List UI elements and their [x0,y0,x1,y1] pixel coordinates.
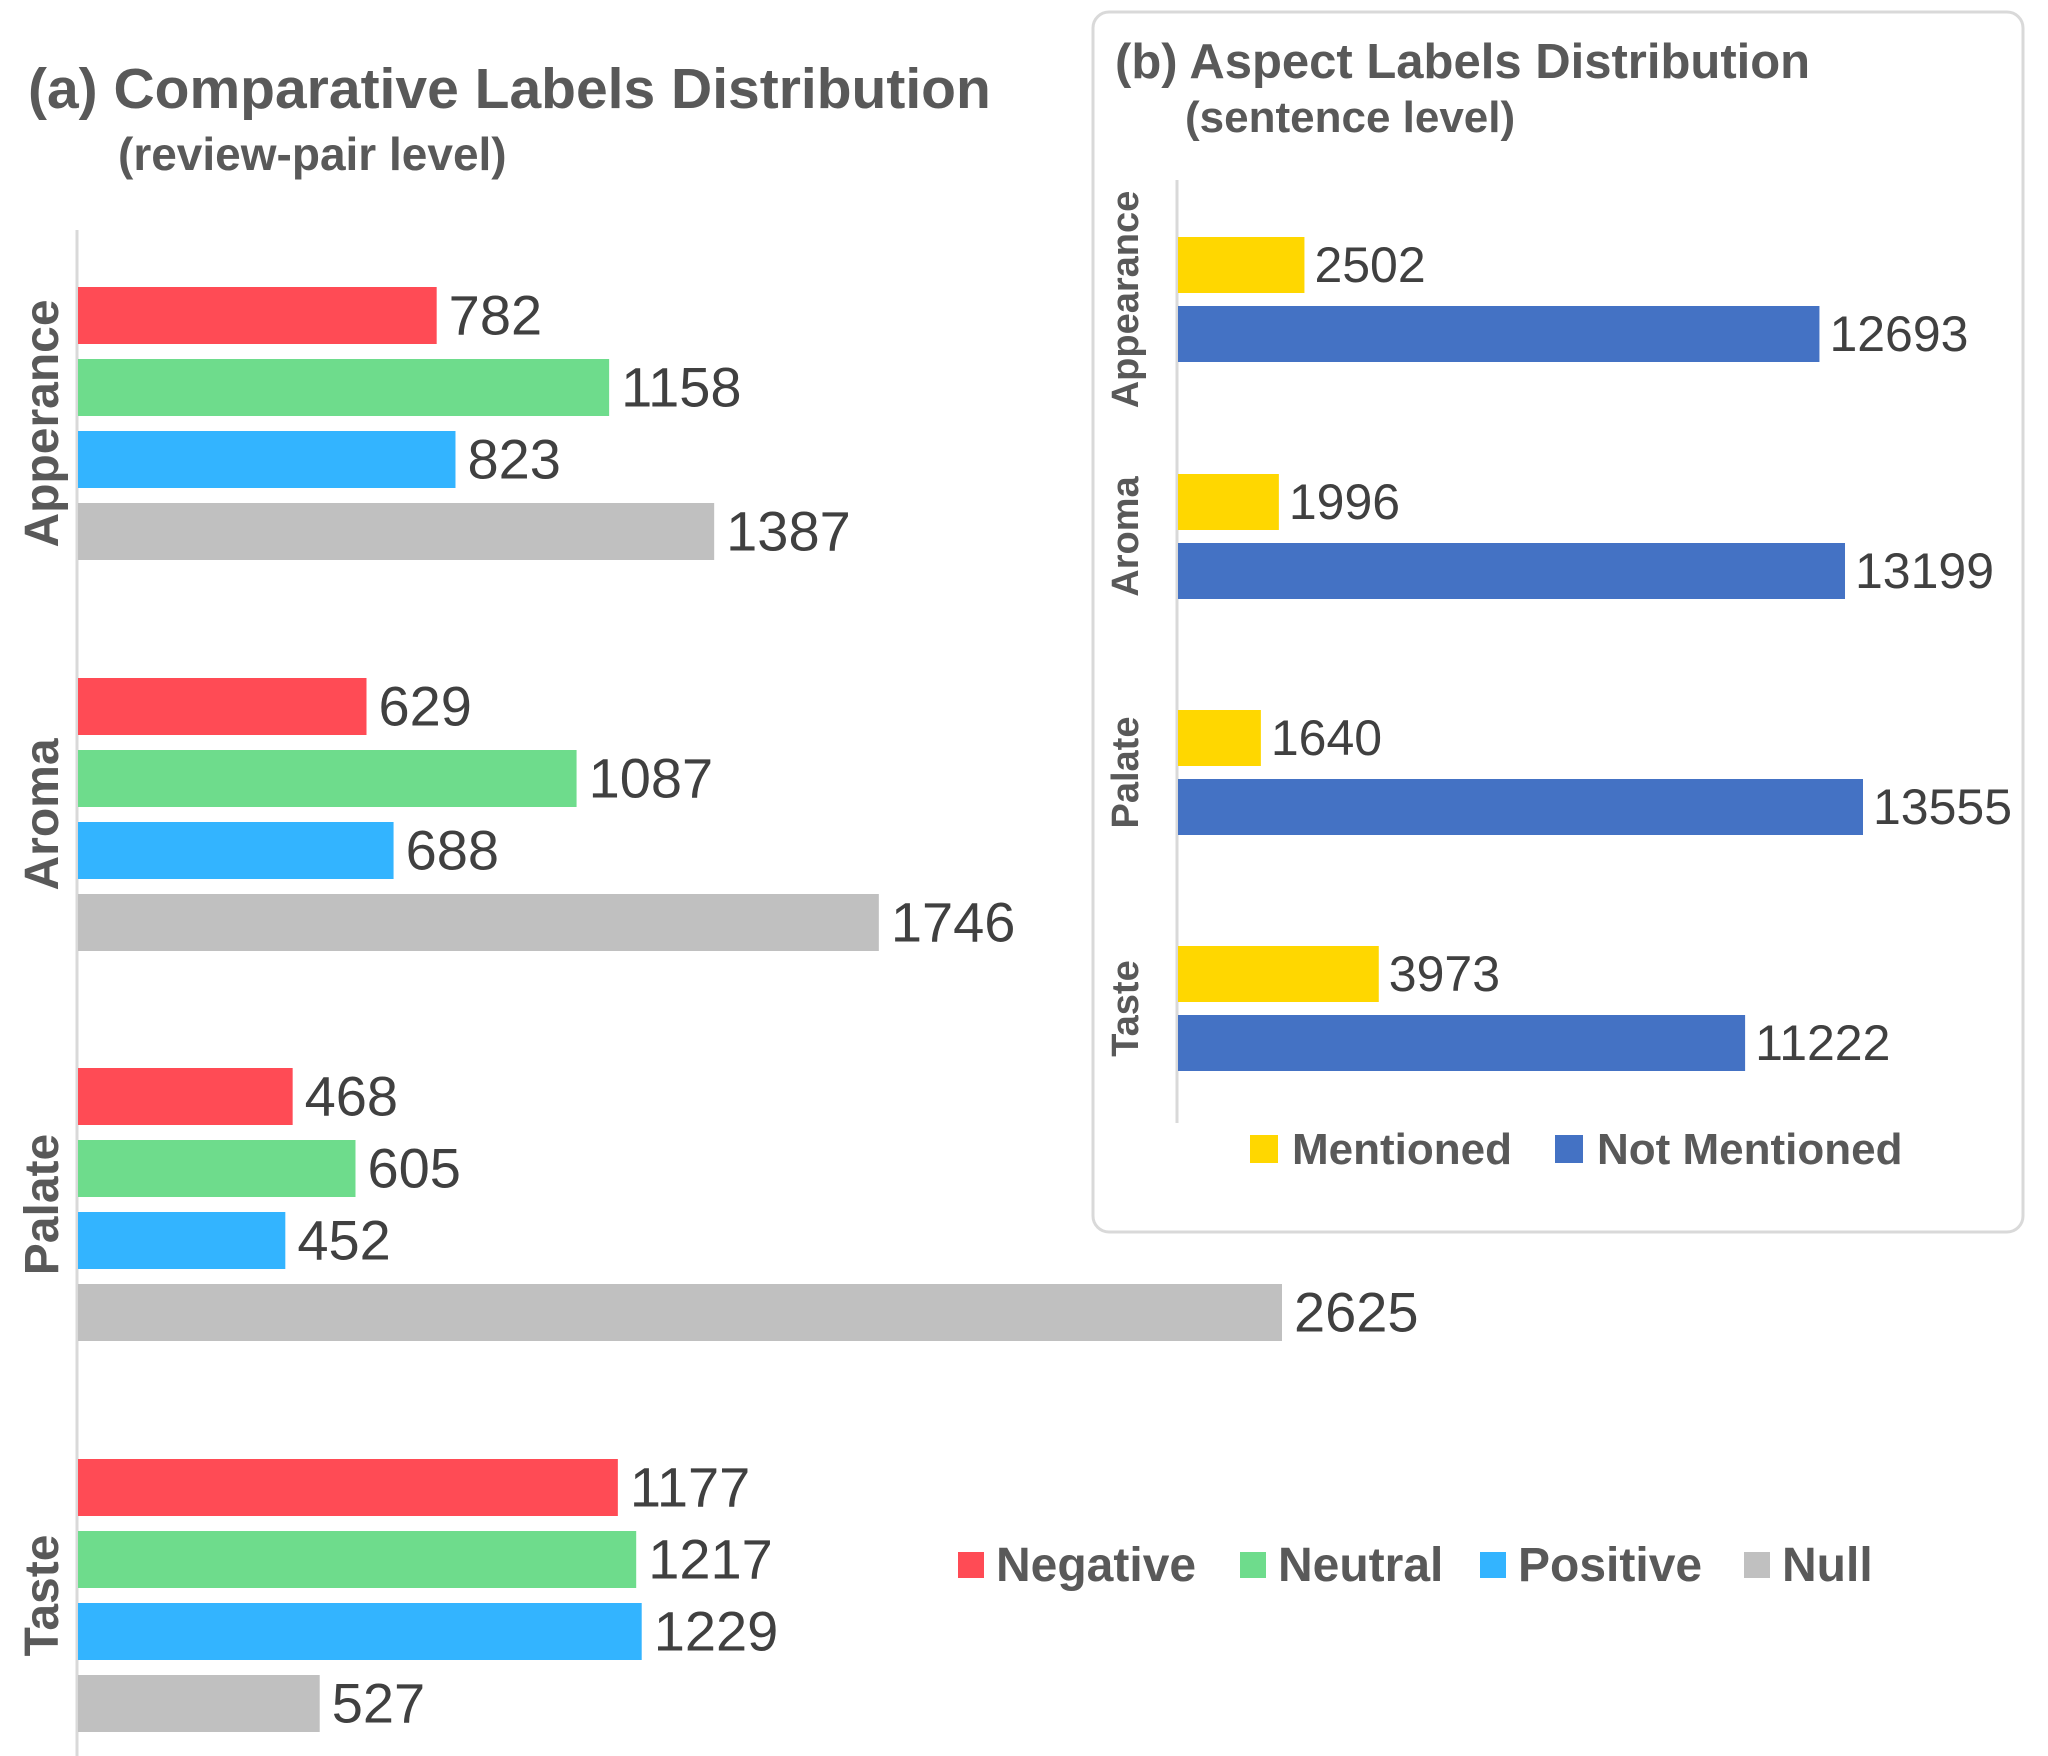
category-label-palate: Palate [16,1134,69,1275]
legend-label-mentioned: Mentioned [1292,1125,1512,1174]
data-label-appearance-not-mentioned: 12693 [1829,306,1968,362]
bar-taste-null [78,1675,320,1732]
chart-a-title: (a) Comparative Labels Distribution [28,57,991,121]
data-label-taste-not-mentioned: 11222 [1755,1015,1890,1071]
legend-swatch-null [1744,1552,1770,1578]
legend-swatch-mentioned [1250,1135,1278,1163]
bar-taste-neutral [78,1531,637,1588]
data-label-aroma-mentioned: 1996 [1289,474,1400,530]
legend-swatch-not-mentioned [1555,1135,1583,1163]
legend-label-neutral: Neutral [1278,1539,1443,1592]
bar-taste-positive [78,1603,642,1660]
chart-a-subtitle: (review-pair level) [118,128,507,180]
data-label-aroma-positive: 688 [406,819,499,882]
data-label-palate-negative: 468 [305,1065,398,1128]
category-label-appearance: Appearance [1105,191,1147,409]
data-label-aroma-not-mentioned: 13199 [1855,543,1994,599]
bar-palate-null [78,1284,1282,1341]
chart-b-subtitle: (sentence level) [1185,93,1515,142]
chart-b-title: (b) Aspect Labels Distribution [1115,35,1810,89]
data-label-taste-mentioned: 3973 [1389,946,1500,1002]
chart-b-legend: Mentioned Not Mentioned [1250,1125,1903,1174]
bar-aroma-neutral [78,750,577,807]
bar-aroma-negative [78,678,367,735]
category-label-aroma: Aroma [1105,475,1147,596]
legend-swatch-negative [958,1552,984,1578]
chart-a-bars: 782 1158 823 1387 629 1087 688 1746 468 605 452 262… [78,284,1419,1735]
bar-taste-mentioned [1178,946,1379,1002]
category-label-apperance: Apperance [16,299,69,547]
category-label-taste: Taste [1105,960,1147,1056]
bar-palate-positive [78,1212,286,1269]
data-label-palate-null: 2625 [1294,1281,1419,1344]
legend-label-negative: Negative [996,1539,1196,1592]
bar-taste-negative [78,1459,618,1516]
bar-taste-not-mentioned [1178,1015,1746,1071]
data-label-palate-not-mentioned: 13555 [1873,779,2012,835]
category-label-taste: Taste [16,1535,69,1657]
data-label-palate-neutral: 605 [367,1137,460,1200]
data-label-palate-positive: 452 [297,1209,390,1272]
data-label-taste-negative: 1177 [630,1456,750,1519]
data-label-apperance-negative: 782 [449,284,542,347]
bar-apperance-positive [78,431,456,488]
bar-appearance-mentioned [1178,237,1305,293]
data-label-aroma-null: 1746 [891,891,1016,954]
bar-aroma-mentioned [1178,474,1279,530]
legend-label-positive: Positive [1518,1539,1702,1592]
legend-label-null: Null [1782,1539,1873,1592]
bar-palate-not-mentioned [1178,779,1863,835]
bar-apperance-neutral [78,359,610,416]
chart-a-legend: Negative Neutral Positive Null [958,1539,1873,1592]
data-label-apperance-neutral: 1158 [621,356,741,419]
legend-swatch-neutral [1240,1552,1266,1578]
bar-apperance-negative [78,287,437,344]
data-label-taste-positive: 1229 [654,1600,779,1663]
chart-a-category-labels: Apperance Aroma Palate Taste [16,299,69,1656]
bar-appearance-not-mentioned [1178,306,1820,362]
data-label-appearance-mentioned: 2502 [1314,237,1425,293]
chart-b-category-labels: Appearance Aroma Palate Taste [1105,191,1147,1057]
chart-comparative-labels: (a) Comparative Labels Distribution (rev… [16,57,1873,1756]
bar-aroma-not-mentioned [1178,543,1846,599]
data-label-aroma-neutral: 1087 [589,747,714,810]
data-label-aroma-negative: 629 [379,675,472,738]
bar-aroma-positive [78,822,394,879]
chart-b-bars: 2502 12693 1996 13199 1640 13555 3973 11222 [1178,237,2012,1071]
chart-aspect-labels: (b) Aspect Labels Distribution (sentence… [1091,10,2025,1234]
bar-palate-mentioned [1178,710,1261,766]
legend-swatch-positive [1480,1552,1506,1578]
data-label-apperance-positive: 823 [467,428,560,491]
data-label-taste-null: 527 [332,1672,425,1735]
category-label-palate: Palate [1105,717,1147,829]
data-label-taste-neutral: 1217 [648,1528,773,1591]
data-label-apperance-null: 1387 [726,500,851,563]
data-label-palate-mentioned: 1640 [1271,710,1382,766]
bar-aroma-null [78,894,879,951]
bar-palate-negative [78,1068,293,1125]
bar-palate-neutral [78,1140,356,1197]
bar-apperance-null [78,503,715,560]
category-label-aroma: Aroma [16,738,69,890]
legend-label-not-mentioned: Not Mentioned [1597,1125,1903,1174]
